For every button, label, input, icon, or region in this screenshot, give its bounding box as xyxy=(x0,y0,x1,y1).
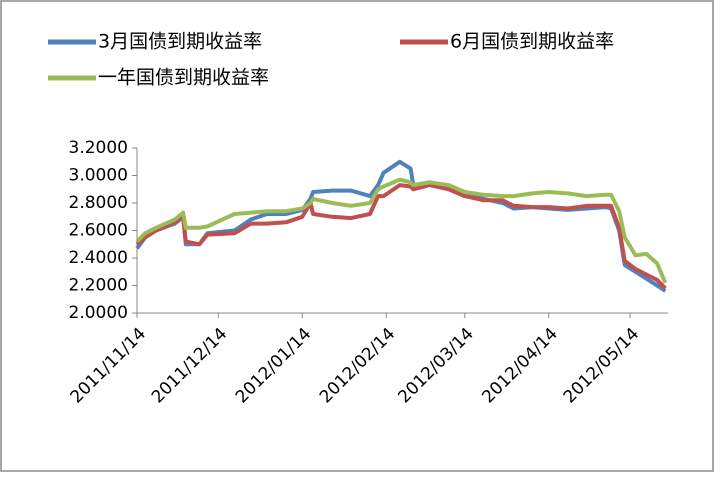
y-tick-label: 2.8000 xyxy=(69,193,128,213)
y-tick-label: 2.0000 xyxy=(69,303,128,323)
y-tick-label: 2.4000 xyxy=(69,248,128,268)
y-tick-label: 2.2000 xyxy=(69,276,128,296)
legend-label: 3月国债到期收益率 xyxy=(98,31,262,53)
series-line xyxy=(135,177,668,284)
y-tick-label: 3.2000 xyxy=(69,138,128,158)
legend-label: 一年国债到期收益率 xyxy=(98,67,269,89)
y-tick-label: 3.0000 xyxy=(69,166,128,186)
y-tick-label: 2.6000 xyxy=(69,221,128,241)
legend-label: 6月国债到期收益率 xyxy=(450,31,614,53)
series-line xyxy=(135,183,667,290)
